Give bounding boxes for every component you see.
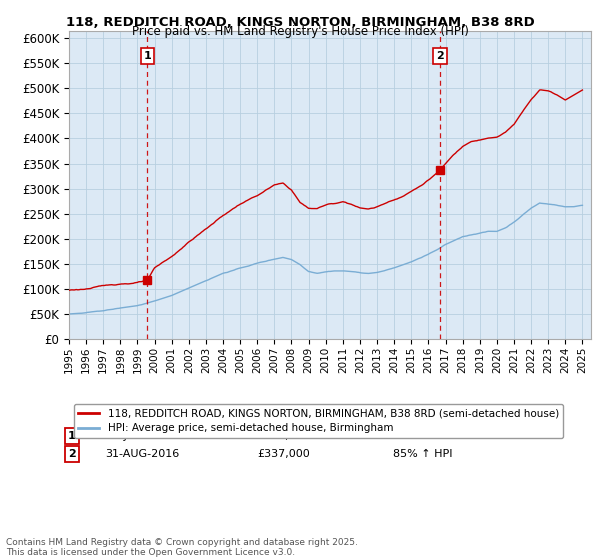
Text: 2: 2 <box>436 51 444 61</box>
Text: 1: 1 <box>68 431 76 441</box>
Text: Contains HM Land Registry data © Crown copyright and database right 2025.
This d: Contains HM Land Registry data © Crown c… <box>6 538 358 557</box>
Legend: 118, REDDITCH ROAD, KINGS NORTON, BIRMINGHAM, B38 8RD (semi-detached house), HPI: 118, REDDITCH ROAD, KINGS NORTON, BIRMIN… <box>74 404 563 437</box>
Text: £116,500: £116,500 <box>257 431 310 441</box>
Text: £337,000: £337,000 <box>257 449 310 459</box>
Text: 2: 2 <box>68 449 76 459</box>
Text: 118, REDDITCH ROAD, KINGS NORTON, BIRMINGHAM, B38 8RD: 118, REDDITCH ROAD, KINGS NORTON, BIRMIN… <box>65 16 535 29</box>
Text: 85% ↑ HPI: 85% ↑ HPI <box>392 449 452 459</box>
Text: 26-JUL-1999: 26-JUL-1999 <box>106 431 174 441</box>
Text: 31-AUG-2016: 31-AUG-2016 <box>106 449 180 459</box>
Text: Price paid vs. HM Land Registry's House Price Index (HPI): Price paid vs. HM Land Registry's House … <box>131 25 469 38</box>
Text: 1: 1 <box>143 51 151 61</box>
Text: 90% ↑ HPI: 90% ↑ HPI <box>392 431 452 441</box>
